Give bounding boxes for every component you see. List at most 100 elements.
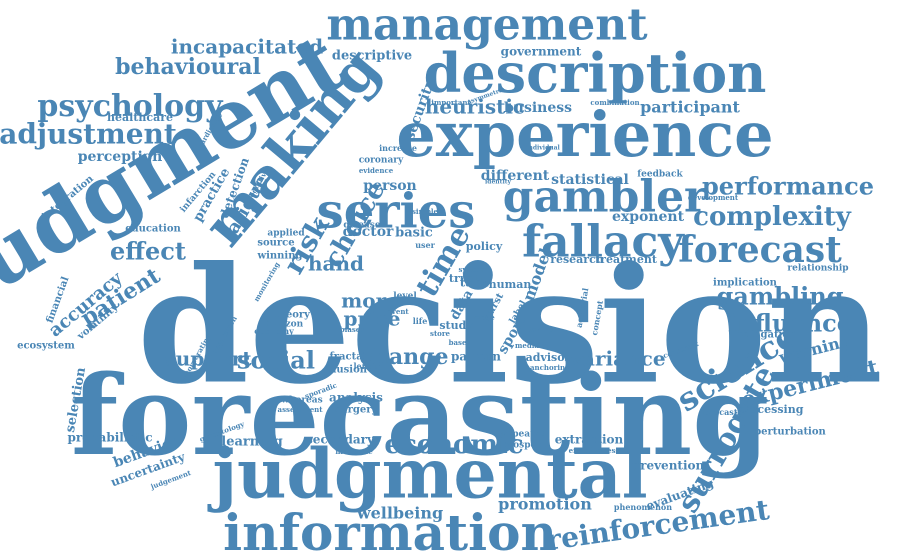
word-prevention: prevention — [632, 459, 705, 473]
word-media: media — [515, 341, 539, 350]
word-performance: performance — [702, 172, 874, 201]
word-prospect: prospect — [502, 441, 547, 451]
word-variance: variance — [569, 347, 665, 371]
word-event: event — [387, 307, 409, 316]
word-trust: trust — [449, 272, 480, 285]
word-support: support — [165, 347, 253, 371]
word-life: life — [413, 316, 428, 326]
word-change: change — [359, 344, 448, 370]
word-important: important — [431, 98, 471, 107]
word-source: source — [257, 238, 294, 249]
word-economic: economic — [384, 430, 523, 460]
word-ecosystem: ecosystem — [17, 341, 75, 352]
word-user: user — [415, 240, 435, 250]
word-research: research — [550, 253, 604, 266]
word-government: government — [501, 45, 582, 59]
word-whereas: whereas — [280, 396, 322, 406]
word-adjustment: adjustment — [0, 118, 177, 151]
word-treatment: treatment — [595, 253, 658, 266]
word-more: more — [341, 289, 399, 313]
word-series: series — [317, 184, 476, 240]
word-basic: basic — [395, 226, 433, 241]
word-probabilistic: probabilistic — [67, 431, 152, 445]
word-theory: theory — [274, 310, 311, 321]
word-forecast: forecast — [678, 229, 842, 271]
word-processing: processing — [737, 403, 804, 416]
word-effect: effect — [110, 237, 186, 266]
word-biases: biases — [340, 325, 364, 334]
word-combination: combination — [590, 98, 639, 107]
word-judgmental: judgmental — [206, 435, 647, 515]
word-learning: learning — [221, 435, 282, 450]
word-wellbeing: wellbeing — [356, 504, 443, 523]
word-horizon: horizon — [265, 320, 304, 330]
word-economy: economy — [254, 326, 294, 336]
word-gambling: gambling — [717, 282, 844, 311]
word-surgery: surgery — [335, 405, 379, 416]
word-phenomenon: phenomenon — [614, 502, 672, 512]
word-illusion: illusion — [325, 365, 368, 376]
word-length: length — [353, 361, 382, 371]
word-forecaster: forecaster — [701, 407, 747, 417]
word-behavioural: behavioural — [115, 54, 261, 80]
word-perturbation: perturbation — [754, 427, 826, 438]
word-doctor: doctor — [343, 224, 394, 240]
word-store: store — [430, 329, 451, 338]
word-incapacitated: incapacitated — [171, 35, 323, 59]
word-effectiveness: effectiveness — [569, 446, 620, 455]
word-hand: hand — [308, 252, 364, 276]
word-complexity: complexity — [693, 202, 852, 232]
word-applied: applied — [267, 229, 305, 239]
word-secondary: secondary — [306, 433, 375, 447]
word-taking: taking — [528, 325, 553, 334]
word-simple: simple — [412, 207, 439, 216]
word-information: information — [223, 503, 557, 551]
word-promotion: promotion — [498, 495, 592, 514]
word-disease: disease — [343, 221, 380, 231]
word-development: development — [688, 193, 739, 202]
word-healthcare: healthcare — [107, 111, 173, 124]
word-business: business — [504, 100, 572, 116]
word-analysis: analysis — [329, 391, 383, 405]
word-descriptive: descriptive — [332, 49, 412, 64]
word-based: based — [449, 338, 472, 347]
word-relationship: relationship — [787, 264, 848, 274]
word-assessment: assessment — [278, 405, 324, 414]
word-anchoring: anchoring — [530, 363, 570, 372]
word-education: education — [125, 224, 181, 235]
word-winning: winning — [256, 251, 302, 262]
word-repeated: repeated — [502, 430, 547, 440]
word-exponent: exponent — [612, 209, 685, 225]
word-perception: perception — [78, 149, 163, 165]
word-different: different — [481, 168, 550, 184]
word-level: level — [393, 292, 417, 302]
word-forecasting: forecasting — [71, 351, 769, 480]
word-fallacy: fallacy — [522, 217, 685, 268]
word-social: social — [237, 346, 315, 375]
word-mode: mode — [473, 313, 495, 322]
word-statistical: statistical — [551, 172, 629, 188]
word-coronary: coronary — [359, 156, 404, 166]
word-system: system — [458, 265, 486, 274]
word-evidence: evidence — [359, 166, 394, 175]
word-description: description — [424, 41, 767, 105]
word-heuristic: heuristic — [425, 95, 525, 119]
word-identity: identity — [485, 179, 511, 186]
word-feedback: feedback — [637, 170, 683, 180]
word-psychology: psychology — [37, 89, 224, 124]
word-individual: individual — [526, 145, 560, 152]
word-increase: increase — [379, 143, 417, 153]
word-fractal: fractal — [329, 352, 366, 363]
word-gambler: gambler — [503, 172, 708, 223]
word-study: study — [439, 319, 473, 332]
word-person: person — [363, 178, 416, 194]
word-implication: implication — [713, 278, 778, 289]
word-task: task — [460, 276, 489, 290]
word-participant: participant — [640, 98, 740, 117]
word-decision: decision — [137, 232, 883, 420]
word-human: human — [489, 278, 532, 291]
word-policy: policy — [466, 240, 503, 253]
word-advisor: advisor — [526, 351, 571, 364]
